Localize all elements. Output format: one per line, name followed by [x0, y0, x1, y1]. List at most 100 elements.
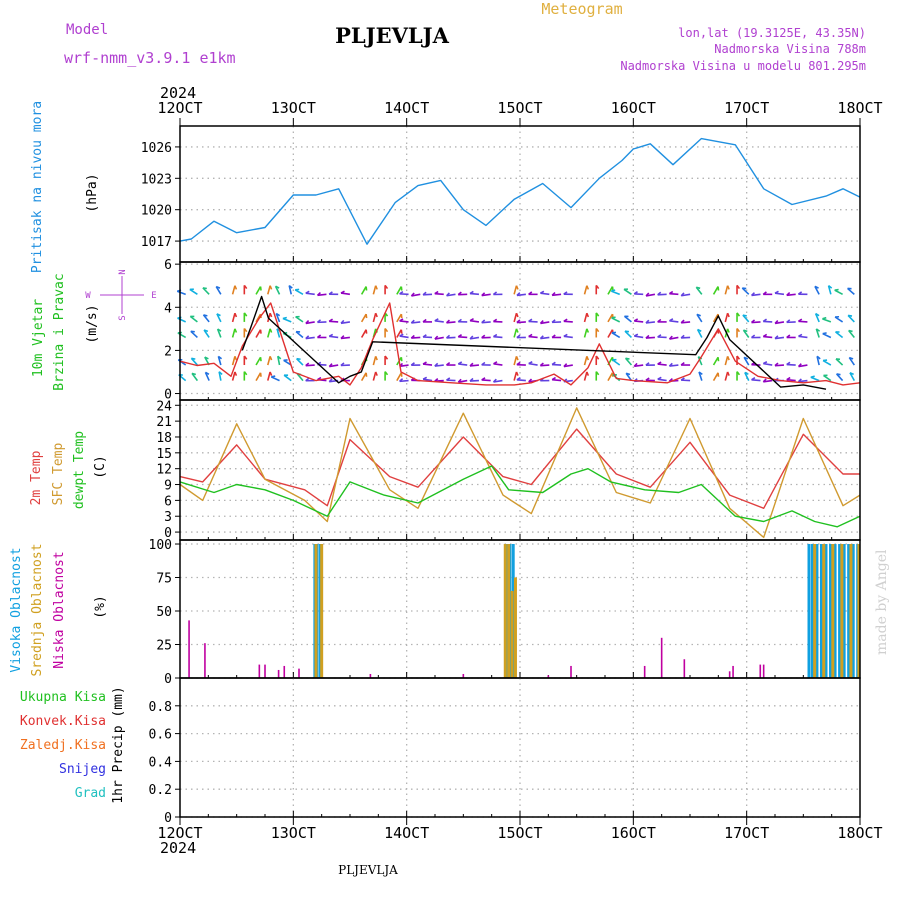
wind-arrow [714, 373, 719, 381]
cloud-bar [204, 643, 206, 678]
wind-arrow [373, 356, 375, 365]
wind-arrow [514, 372, 516, 381]
wind-arrowhead [848, 315, 852, 316]
time-label-bottom: 13OCT [271, 824, 316, 842]
svg-text:N: N [118, 269, 128, 274]
wind-arrowhead [516, 313, 517, 317]
pressure-ytick-label: 1020 [141, 204, 172, 219]
wind-arrow [233, 372, 235, 381]
wind-arrowhead [270, 372, 271, 376]
temperature-ytick-label: 12 [156, 463, 172, 478]
wind-arrow [763, 364, 772, 365]
wind-arrow [725, 286, 727, 295]
cloud-bar [514, 578, 517, 678]
wind-arrowhead [235, 313, 236, 317]
wind-arrow [493, 364, 502, 365]
cloud-bar [283, 666, 285, 678]
wind-arrow [585, 372, 587, 381]
wind-arrow [798, 336, 807, 337]
svg-text:2m Temp: 2m Temp [29, 450, 44, 505]
cloud-ylabel: Visoka Oblacnost Srednja Oblacnost Niska… [9, 543, 108, 676]
precip-ytick-label: 0.6 [149, 728, 172, 743]
wind-arrow [658, 379, 667, 380]
wind-arrowhead [612, 317, 616, 318]
precip-ytick-label: 0.8 [149, 700, 172, 715]
wind-arrow [835, 317, 843, 322]
wind-arrow [585, 356, 587, 365]
wind-arrow [552, 380, 561, 381]
cloud-bar [661, 638, 663, 678]
cloud-bar [259, 665, 261, 678]
wind-arrow [256, 373, 261, 381]
wind-arrow [585, 313, 587, 322]
legend-conv: Konvek.Kisa [20, 714, 106, 729]
wind-arrow [798, 321, 807, 322]
svg-text:dewpt Temp: dewpt Temp [72, 431, 87, 509]
wind-arrow [362, 373, 367, 381]
wind-arrow [822, 319, 830, 322]
wind-arrowhead [235, 286, 236, 290]
wind-arrow [470, 321, 479, 322]
model-elevation-text: Nadmorska Visina u modelu 801.295m [620, 59, 866, 73]
wind-arrow [585, 329, 587, 338]
wind-arrowhead [376, 372, 377, 376]
wind-arrow [341, 293, 350, 294]
wind-arrow [233, 313, 235, 322]
model-name: wrf-nmm_v3.9.1 e1km [64, 49, 236, 67]
temp-ylabel: 2m Temp SFC Temp dewpt Temp (C) [29, 431, 108, 509]
wind-arrow [178, 318, 186, 322]
wind-arrow [268, 372, 270, 381]
wind-arrowhead [625, 331, 629, 332]
wind-arrow [611, 291, 619, 294]
wind-arrowhead [283, 318, 287, 319]
temperature-ytick-label: 6 [164, 494, 172, 509]
wind-arrow [256, 287, 261, 295]
wind-arrowhead [516, 356, 517, 360]
precip-legend: Ukupna Kisa Konvek.Kisa Zaledj.Kisa Snij… [20, 690, 106, 801]
cloud-bar [504, 544, 507, 678]
legend-total: Ukupna Kisa [20, 690, 106, 705]
wind-arrow [362, 330, 367, 338]
footer-station: PLJEVLJA [338, 863, 398, 877]
wind-arrow [823, 334, 831, 338]
svg-text:10m Vjetar: 10m Vjetar [31, 299, 46, 377]
wind-arrow [295, 290, 303, 295]
wind-arrow [296, 317, 303, 322]
wind-ytick-label: 6 [164, 258, 172, 273]
wind-arrow [362, 287, 367, 295]
wind-arrowhead [728, 286, 729, 290]
cloud-bar [759, 665, 761, 678]
wind-arrow [362, 314, 367, 322]
svg-text:W: W [85, 291, 91, 301]
cloud-ytick-label: 100 [149, 538, 172, 553]
wind-arrowhead [376, 286, 377, 290]
cloud-bar [278, 670, 280, 678]
wind-arrowhead [270, 313, 271, 317]
wind-arrowhead [270, 329, 271, 333]
precip-ytick-label: 0.2 [149, 783, 172, 798]
cloud-ytick-label: 75 [156, 572, 172, 587]
wind-arrow [725, 313, 727, 322]
cloud-bar [511, 591, 514, 678]
cloud-ytick-label: 25 [156, 639, 172, 654]
wind-arrow [423, 364, 432, 365]
temperature-ytick-label: 21 [156, 415, 172, 430]
wind-arrowhead [822, 318, 826, 319]
svg-text:(C): (C) [93, 455, 108, 478]
time-label-bottom: 18OCT [837, 824, 882, 842]
temperature-ytick-label: 15 [156, 447, 172, 462]
svg-text:S: S [118, 315, 128, 320]
cloud-bar [763, 665, 765, 678]
wind-arrow [268, 286, 270, 295]
wind-arrow [514, 286, 516, 295]
cloud-bar [507, 544, 510, 678]
wind-arrowhead [849, 330, 853, 331]
wind-arrow [470, 294, 479, 295]
svg-text:(hPa): (hPa) [85, 173, 100, 212]
wind-arrowhead [811, 376, 815, 377]
temperature-line [180, 466, 860, 527]
wind-arrow [624, 289, 631, 294]
wind-arrow [400, 321, 409, 322]
wind-arrowhead [743, 315, 747, 316]
